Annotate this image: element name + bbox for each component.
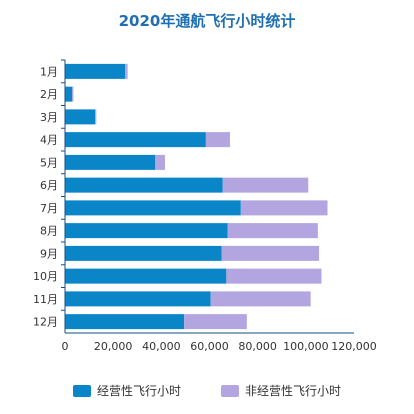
category-label-10: 10月 <box>33 270 58 283</box>
category-label-3: 3月 <box>40 111 58 124</box>
category-label-9: 9月 <box>40 247 58 260</box>
bar-non-operational-11[interactable] <box>210 291 311 307</box>
x-tick-label-1: 20,000 <box>94 340 133 353</box>
bar-non-operational-3[interactable] <box>95 109 97 125</box>
bar-operational-8[interactable] <box>65 223 228 239</box>
category-label-2: 2月 <box>40 88 58 101</box>
x-tick-label-2: 40,000 <box>142 340 181 353</box>
legend: 经营性飞行小时 非经营性飞行小时 <box>0 382 414 399</box>
category-label-5: 5月 <box>40 156 58 169</box>
x-tick-label-4: 80,000 <box>238 340 277 353</box>
chart-title: 2020年通航飞行小时统计 <box>118 12 296 30</box>
x-tick-label-0: 0 <box>62 340 69 353</box>
bar-non-operational-10[interactable] <box>226 268 322 284</box>
category-label-4: 4月 <box>40 134 58 147</box>
legend-swatch-operational <box>72 384 91 397</box>
bar-operational-11[interactable] <box>65 291 211 307</box>
bar-operational-6[interactable] <box>65 177 223 193</box>
legend-item-non-operational[interactable]: 非经营性飞行小时 <box>221 382 341 399</box>
bar-non-operational-1[interactable] <box>125 63 128 79</box>
bar-non-operational-6[interactable] <box>222 177 309 193</box>
category-label-12: 12月 <box>33 316 58 329</box>
bar-operational-10[interactable] <box>65 268 227 284</box>
category-label-7: 7月 <box>40 202 58 215</box>
category-label-1: 1月 <box>40 65 58 78</box>
x-tick-label-6: 120,000 <box>331 340 377 353</box>
bar-non-operational-5[interactable] <box>155 154 165 170</box>
bar-non-operational-2[interactable] <box>72 86 74 102</box>
legend-swatch-non-operational <box>221 384 239 397</box>
x-tick-label-3: 60,000 <box>190 340 229 353</box>
bar-operational-1[interactable] <box>65 63 126 79</box>
bar-operational-7[interactable] <box>65 200 241 216</box>
bar-non-operational-12[interactable] <box>184 314 247 330</box>
bar-operational-2[interactable] <box>65 86 73 102</box>
bar-non-operational-4[interactable] <box>205 132 230 148</box>
x-tick-label-5: 100,000 <box>283 340 329 353</box>
bar-operational-9[interactable] <box>65 245 222 261</box>
bar-non-operational-8[interactable] <box>227 223 318 239</box>
legend-item-operational[interactable]: 经营性飞行小时 <box>72 382 181 399</box>
category-label-6: 6月 <box>40 179 58 192</box>
legend-label-non-operational: 非经营性飞行小时 <box>245 384 342 398</box>
bar-operational-5[interactable] <box>65 154 156 170</box>
bar-operational-3[interactable] <box>65 109 96 125</box>
bar-non-operational-9[interactable] <box>221 245 320 261</box>
bar-operational-4[interactable] <box>65 132 206 148</box>
bar-non-operational-7[interactable] <box>240 200 328 216</box>
legend-label-operational: 经营性飞行小时 <box>96 384 181 398</box>
bar-operational-12[interactable] <box>65 314 185 330</box>
category-label-11: 11月 <box>33 293 58 306</box>
category-label-8: 8月 <box>40 225 58 238</box>
